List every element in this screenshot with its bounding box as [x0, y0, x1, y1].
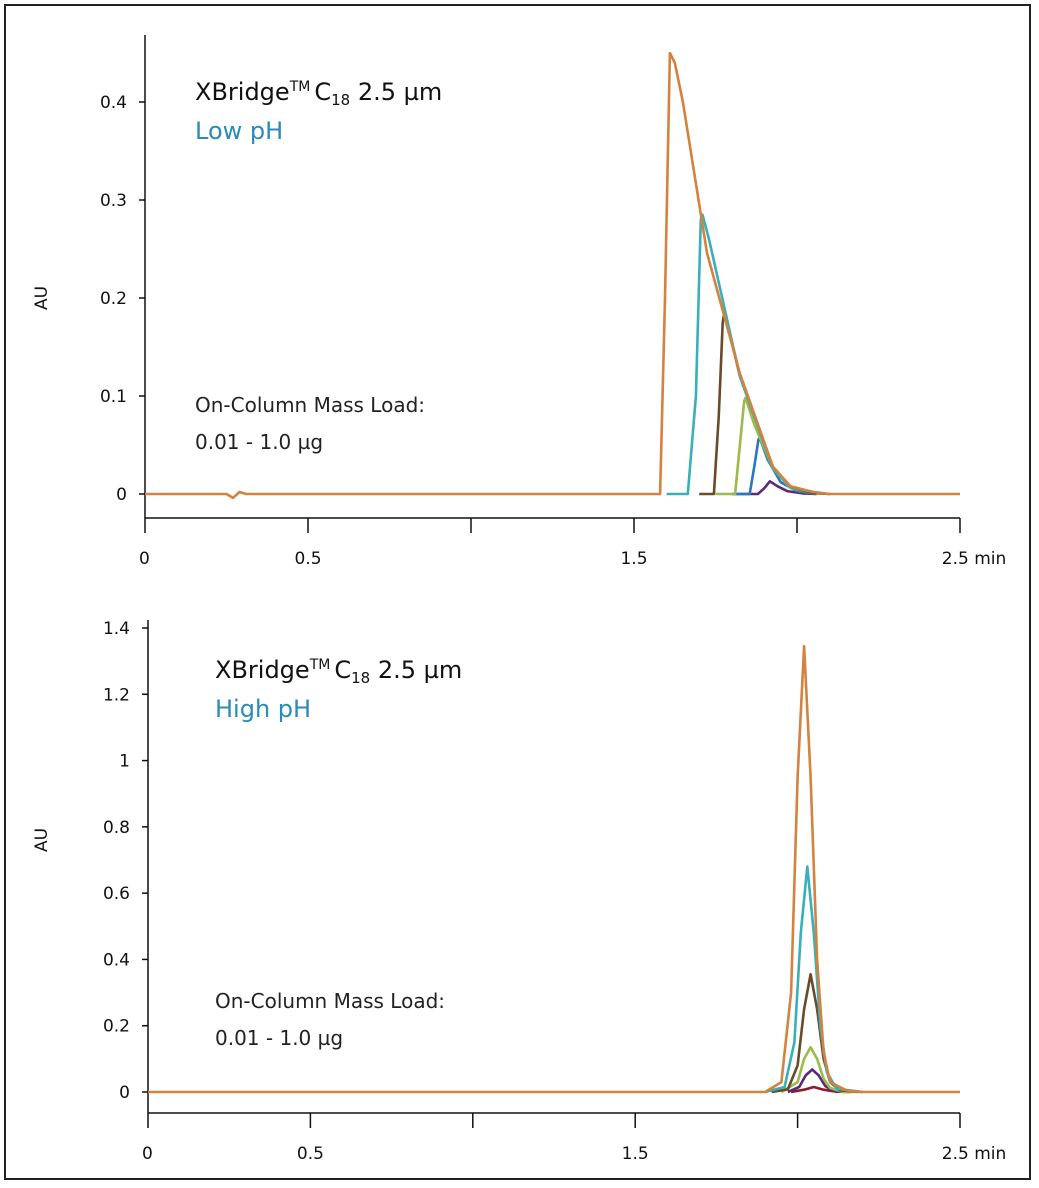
x-tick-label: 2.5 min — [942, 1144, 1007, 1164]
y-axis-label: AU — [32, 286, 52, 310]
chart-subtitle: High pH — [215, 695, 311, 723]
y-tick-label: 0 — [119, 1083, 130, 1103]
y-tick-label: 0.3 — [100, 191, 127, 211]
chart-title-part: XBridge — [195, 78, 290, 106]
chart-title: XBridgeTM C18 2.5 µm — [215, 656, 462, 687]
y-tick-label: 0.8 — [103, 818, 130, 838]
x-tick-label: 0.5 — [294, 549, 321, 569]
chart-title-part: 2.5 µm — [350, 78, 442, 106]
chart-title-part: C — [334, 656, 351, 684]
mass-load-label: On-Column Mass Load: — [215, 989, 445, 1013]
y-tick-label: 0 — [116, 485, 127, 505]
chart-panel-low-ph: 0 0.1 0.2 0.3 0.4 0 0.5 1.5 2.5 min AU XBridgeTM C1… — [32, 35, 1006, 569]
x-tick-label: 0 — [139, 549, 150, 569]
x-tick-label: 1.5 — [622, 1144, 649, 1164]
mass-load-label: On-Column Mass Load: — [195, 393, 425, 417]
series-line-1 — [731, 480, 817, 496]
series-line-4 — [699, 313, 830, 496]
figure-frame — [4, 4, 1031, 1180]
chart-title-part: 18 — [351, 669, 370, 687]
mass-load-range: 0.01 - 1.0 µg — [215, 1026, 343, 1050]
y-tick-label: 0.6 — [103, 884, 130, 904]
chart-title-part: C — [314, 78, 331, 106]
y-tick-label: 0.4 — [100, 93, 127, 113]
mass-load-range: 0.01 - 1.0 µg — [195, 430, 323, 454]
series-line-5 — [666, 213, 830, 496]
y-tick-label: 0.2 — [100, 289, 127, 309]
x-tick-label: 0.5 — [297, 1144, 324, 1164]
x-tick-label: 1.5 — [620, 549, 647, 569]
series-line-6 — [145, 51, 960, 500]
chart-title-part: TM — [309, 657, 331, 673]
y-tick-label: 0.2 — [103, 1017, 130, 1037]
x-tick-label: 2.5 min — [942, 549, 1007, 569]
y-tick-label: 0.1 — [100, 387, 127, 407]
series-line-6 — [148, 644, 960, 1094]
chart-subtitle: Low pH — [195, 117, 283, 145]
y-tick-label: 0.4 — [103, 950, 130, 970]
y-tick-label: 1.4 — [103, 619, 130, 639]
chart-title-part: 2.5 µm — [370, 656, 462, 684]
chart-title-part: TM — [289, 79, 311, 95]
chart-panel-high-ph: 0 0.2 0.4 0.6 0.8 1 1.2 1.4 0 0.5 1.5 2.5 min AU XBri… — [32, 619, 1006, 1164]
x-tick-label: 0 — [142, 1144, 153, 1164]
series-line-3 — [715, 396, 830, 496]
y-tick-label: 1 — [119, 752, 130, 772]
y-tick-label: 1.2 — [103, 685, 130, 705]
chart-title: XBridgeTM C18 2.5 µm — [195, 78, 442, 109]
series-line-5 — [764, 865, 863, 1094]
chart-title-part: 18 — [331, 91, 350, 109]
chart-title-part: XBridge — [215, 656, 310, 684]
y-axis-label: AU — [32, 828, 52, 852]
